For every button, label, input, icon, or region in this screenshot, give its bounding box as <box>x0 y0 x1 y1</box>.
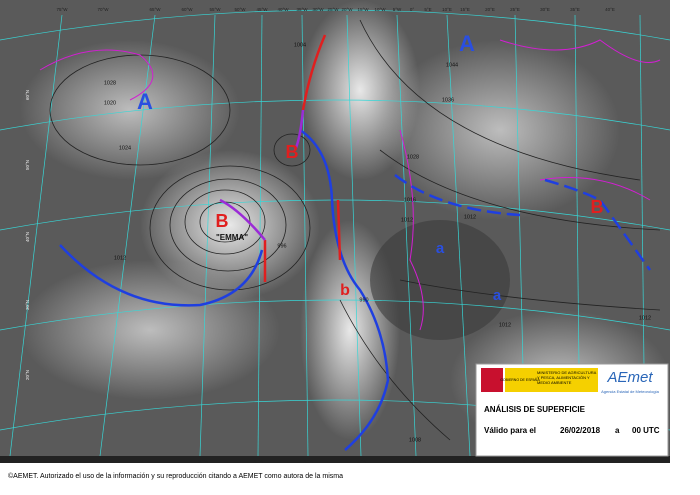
isobar-label: 996 <box>277 243 286 249</box>
cold-front <box>394 174 652 271</box>
top-longitude: 0° <box>410 7 415 12</box>
top-longitude: 75°W <box>56 7 68 12</box>
pressure-center: a <box>493 287 502 304</box>
bottom-longitude: 5°E <box>576 459 583 464</box>
isobar-label: 1028 <box>407 154 419 160</box>
government: GOBIERNO DE ESPAÑA <box>500 377 540 382</box>
occluded-front <box>219 109 305 241</box>
bottom-longitude: 20°W <box>302 459 314 464</box>
ministry: MINISTERIO DE AGRICULTURA Y PESCA, ALIME… <box>537 370 597 385</box>
bottom-longitude: 35°W <box>139 459 151 464</box>
storm-name: "EMMA" <box>216 233 248 242</box>
pressure-center: B <box>286 142 299 162</box>
info-box <box>475 363 669 457</box>
isobar-label: 1028 <box>104 80 116 86</box>
footer: ©AEMET. Autorizado el uso de la informac… <box>8 472 343 480</box>
bottom-longitude: 15°W <box>355 459 367 464</box>
top-longitude: 15°E <box>460 7 470 12</box>
bottom-longitude: 5°W <box>466 459 475 464</box>
isobar-label: 1012 <box>114 255 126 261</box>
top-longitude: 15°W <box>357 7 369 12</box>
bottom-strip <box>0 456 670 463</box>
clouds <box>20 0 670 450</box>
top-longitude: 45°W <box>256 7 268 12</box>
valid-time: 00 UTC <box>632 426 660 435</box>
pressure-center: B <box>591 197 604 217</box>
isobar-label: 1012 <box>401 217 413 223</box>
top-longitude: 10°E <box>442 7 452 12</box>
latitude: 20°N <box>25 370 30 380</box>
cold-front <box>59 244 264 307</box>
valid-date: 26/02/2018 <box>560 426 601 435</box>
top-longitude: 50°W <box>234 7 246 12</box>
pressure-center: A <box>137 89 153 114</box>
bottom-longitude: 0° <box>523 459 528 464</box>
top-longitude: 25°E <box>510 7 520 12</box>
top-longitude: 5°E <box>424 7 431 12</box>
isobar-label: 1004 <box>294 42 306 48</box>
warm-front <box>263 199 342 282</box>
top-longitude: 60°W <box>181 7 193 12</box>
latitude: 40°N <box>25 232 30 242</box>
top-longitude: 35°W <box>296 7 308 12</box>
top-longitude: 40°E <box>605 7 615 12</box>
top-longitude: 10°W <box>374 7 386 12</box>
ministry-container: MINISTERIO DE AGRICULTURA Y PESCA, ALIME… <box>537 370 597 385</box>
isobar-label: 1036 <box>442 97 454 103</box>
isobar-label: 1024 <box>119 145 131 151</box>
valid-label: Válido para el <box>484 426 536 435</box>
bottom-longitude: 25°W <box>252 459 264 464</box>
bottom-longitude: 10°E <box>640 459 650 464</box>
top-longitude: 40°W <box>277 7 289 12</box>
bottom-longitude: 30°W <box>197 459 209 464</box>
coat-of-arms <box>481 368 503 392</box>
top-longitude: 30°W <box>312 7 324 12</box>
top-longitude: 30°E <box>540 7 550 12</box>
coastlines <box>39 39 661 331</box>
top-longitude: 25°W <box>327 7 339 12</box>
isobars <box>49 19 661 441</box>
latitude: 30°N <box>25 300 30 310</box>
logo: AEmet <box>606 369 653 386</box>
isobar-label: 990 <box>359 297 368 303</box>
isobar-label: 1008 <box>409 437 421 443</box>
top-longitude: 20°E <box>485 7 495 12</box>
agency: Agencia Estatal de Meteorología <box>601 389 660 394</box>
top-longitude: 20°W <box>341 7 353 12</box>
isobar-label: 1012 <box>464 214 476 220</box>
top-longitude: 70°W <box>97 7 109 12</box>
cold-front <box>299 128 390 451</box>
pressure-center: b <box>340 282 350 299</box>
latitude: 50°N <box>25 160 30 170</box>
isobar-label: 1012 <box>499 322 511 328</box>
top-longitude: 35°E <box>570 7 580 12</box>
isobar-label: 1012 <box>639 315 651 321</box>
ministry-band <box>535 368 598 392</box>
isobar-label: 1044 <box>446 62 458 68</box>
isobar-label: 1016 <box>404 197 416 203</box>
top-longitude: 65°W <box>149 7 161 12</box>
connector: a <box>615 426 620 435</box>
pressure-center: A <box>459 31 475 56</box>
top-longitude: 5°W <box>393 7 402 12</box>
top-longitude: 55°W <box>209 7 221 12</box>
bottom-longitude: 10°W <box>410 459 422 464</box>
pressure-center: a <box>436 240 445 257</box>
info-title: ANÁLISIS DE SUPERFICIE <box>484 405 586 414</box>
isobar-label: 1020 <box>104 100 116 106</box>
government-band <box>505 368 535 392</box>
bottom-longitude: 40°W <box>62 459 74 464</box>
pressure-center: B <box>216 211 229 231</box>
latitude: 60°N <box>25 90 30 100</box>
warm-front <box>301 34 327 111</box>
